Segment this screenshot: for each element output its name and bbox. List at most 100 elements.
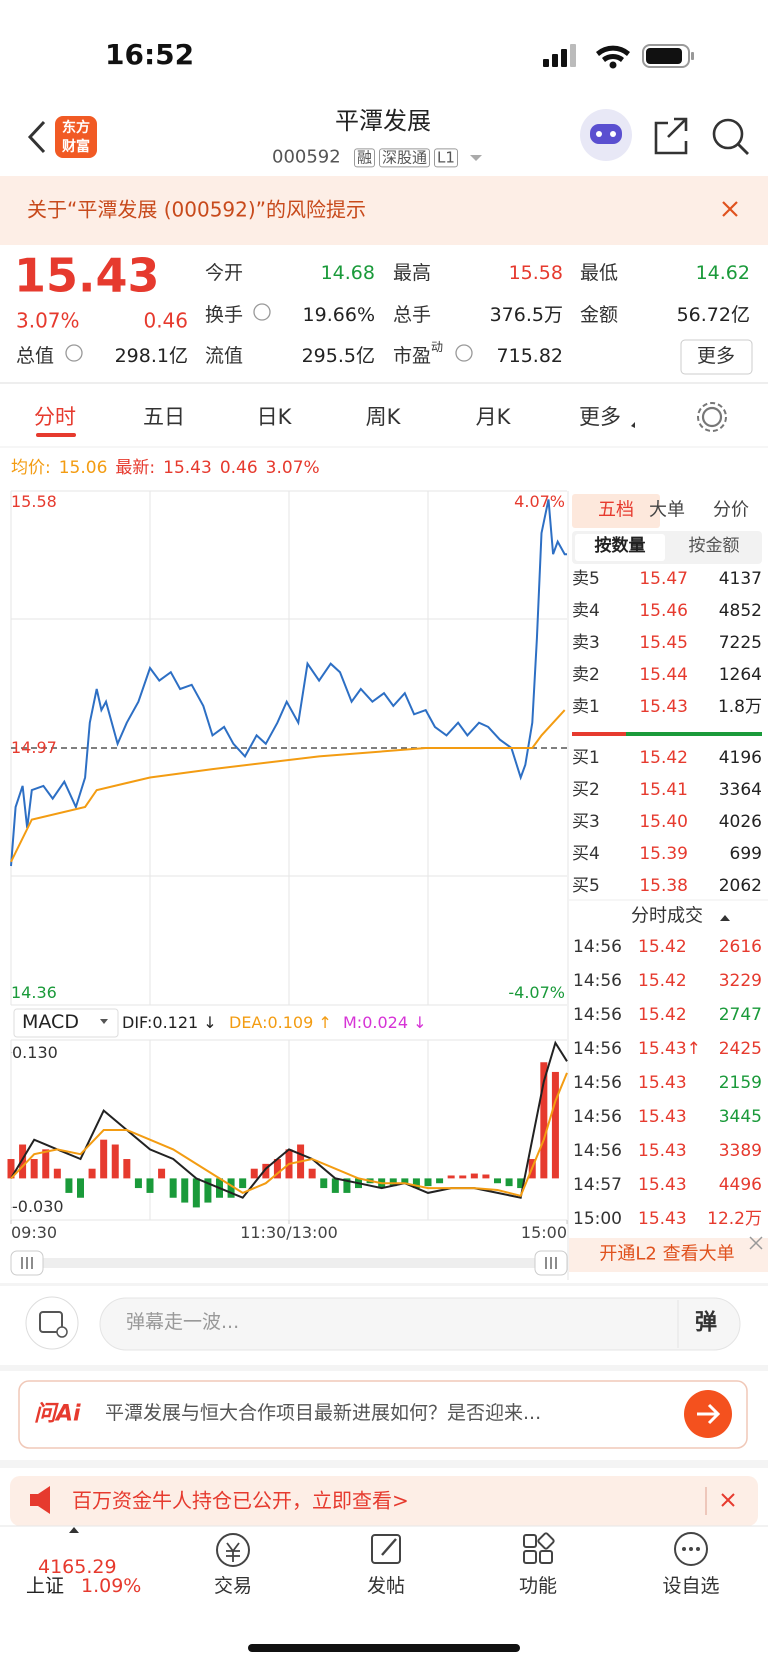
nav-item[interactable]: 功能: [518, 1575, 558, 1598]
macd-bar: [181, 1178, 189, 1203]
summary-last: 15.43: [163, 458, 212, 479]
trade-time: 15:00: [573, 1209, 622, 1230]
book-price: 15.44: [639, 665, 688, 686]
settings-icon[interactable]: [701, 406, 723, 428]
field-value: 56.72亿: [676, 304, 750, 327]
series-line: [10, 1072, 568, 1197]
last-price: 15.43: [14, 248, 160, 303]
search-icon[interactable]: [712, 118, 744, 150]
promo-text[interactable]: 百万资金牛人持仓已公开，立即查看>: [72, 1488, 409, 1513]
tab[interactable]: 周K: [365, 404, 401, 429]
back-arrow[interactable]: [27, 120, 46, 154]
summary-pct: 3.07%: [265, 458, 320, 479]
book-tab[interactable]: 五档: [598, 499, 634, 521]
scrollbar[interactable]: [11, 1258, 567, 1268]
macd-bar: [53, 1168, 61, 1179]
change: 0.46: [143, 308, 188, 333]
trade-price: 15.43: [638, 1209, 687, 1230]
share-icon[interactable]: [654, 117, 688, 155]
book-subtab[interactable]: 按数量: [594, 536, 646, 557]
book-tab[interactable]: 大单: [649, 499, 685, 521]
book-volume: 4196: [718, 748, 762, 769]
macd-bar: [19, 1144, 27, 1179]
book-volume: 4026: [718, 812, 762, 833]
nav-item[interactable]: 交易: [213, 1575, 253, 1598]
stock-title: 平潭发展: [335, 107, 431, 136]
trade-price: 15.43: [638, 1141, 687, 1162]
macd-bar: [436, 1178, 444, 1184]
danmu-button[interactable]: 弹: [694, 1310, 718, 1336]
l2-link[interactable]: 开通L2 查看大单: [599, 1243, 735, 1265]
trade-time: 14:56: [573, 1073, 622, 1094]
close-icon[interactable]: [722, 201, 738, 217]
book-label: 买5: [572, 876, 600, 897]
nav-item[interactable]: 设自选: [662, 1575, 720, 1598]
tab[interactable]: 更多: [579, 404, 621, 429]
comment-placeholder[interactable]: 弹幕走一波...: [126, 1311, 240, 1334]
macd-bar: [412, 1178, 420, 1189]
book-subtab[interactable]: 按金额: [688, 536, 740, 557]
trade-volume: 4496: [718, 1175, 762, 1196]
nav-item[interactable]: 发帖: [366, 1575, 406, 1598]
promo-banner[interactable]: [10, 1476, 758, 1526]
book-volume: 7225: [718, 633, 762, 654]
book-label: 卖4: [572, 601, 600, 622]
y-tick-label: 0.130: [12, 1042, 58, 1062]
trade-time: 14:56: [573, 1141, 622, 1162]
x-tick-label: 15:00: [520, 1222, 567, 1242]
macd-bar: [77, 1178, 84, 1198]
badge: 融: [354, 148, 376, 168]
summary-avg: 15.06: [58, 458, 108, 479]
status-icons: [543, 44, 694, 69]
more-button-text[interactable]: 更多: [696, 345, 736, 368]
trade-volume: 3389: [718, 1141, 762, 1162]
trade-price: 15.43: [638, 1073, 687, 1094]
field-label: 流值: [205, 345, 244, 368]
field-value: 376.5万: [489, 304, 563, 327]
field-label: 金额: [580, 304, 619, 327]
macd-bar: [517, 1178, 525, 1189]
book-volume: 4137: [718, 569, 762, 590]
tab[interactable]: 月K: [475, 404, 511, 429]
more-button[interactable]: [680, 339, 753, 375]
ai-box[interactable]: [18, 1380, 748, 1449]
x-tick-label: 09:30: [11, 1222, 58, 1242]
indicator-select[interactable]: [13, 1008, 119, 1038]
trade-time: 14:56: [573, 971, 622, 992]
macd-bar: [169, 1178, 177, 1198]
index-value: 4165.29: [38, 1556, 117, 1579]
comment-input[interactable]: [99, 1297, 741, 1351]
summary-avg-label: 均价:: [11, 458, 51, 479]
tab[interactable]: 分时: [34, 404, 76, 429]
series-line: [10, 709, 566, 863]
y2-tick-label: 4.07%: [514, 491, 565, 511]
badge: 深股通: [379, 148, 431, 168]
field-value: 295.5亿: [301, 345, 375, 368]
y-tick-label: -0.030: [12, 1197, 64, 1217]
legend-entry: M:0.024 ↓: [343, 1012, 427, 1032]
legend-entry: DIF:0.121 ↓: [122, 1012, 217, 1032]
macd-bar: [7, 1159, 15, 1179]
book-price: 15.40: [639, 812, 688, 833]
tab[interactable]: 五日: [143, 404, 185, 429]
book-tab[interactable]: 分价: [713, 499, 749, 521]
y-tick-label: 14.97: [11, 737, 57, 757]
trade-price: 15.42: [638, 937, 687, 958]
status-time: 16:52: [105, 37, 195, 71]
tab[interactable]: 日K: [256, 404, 292, 429]
y-tick-label: 15.58: [11, 491, 57, 511]
field-value: 715.82: [496, 345, 563, 368]
macd-bar: [65, 1178, 73, 1193]
macd-bar: [447, 1175, 455, 1179]
ai-question[interactable]: 平潭发展与恒大合作项目最新进展如何？是否迎来...: [105, 1402, 542, 1425]
home-indicator: [248, 1644, 520, 1652]
trade-volume: 2616: [718, 937, 762, 958]
macd-bar: [424, 1178, 432, 1187]
field-label: 总手: [393, 304, 432, 327]
indicator-name[interactable]: MACD: [22, 1011, 79, 1034]
field-value: 15.58: [508, 262, 563, 285]
risk-notice[interactable]: 关于“平潭发展 (000592)”的风险提示: [27, 197, 367, 222]
x-tick-label: 11:30/13:00: [240, 1222, 338, 1242]
book-label: 卖2: [572, 665, 600, 686]
